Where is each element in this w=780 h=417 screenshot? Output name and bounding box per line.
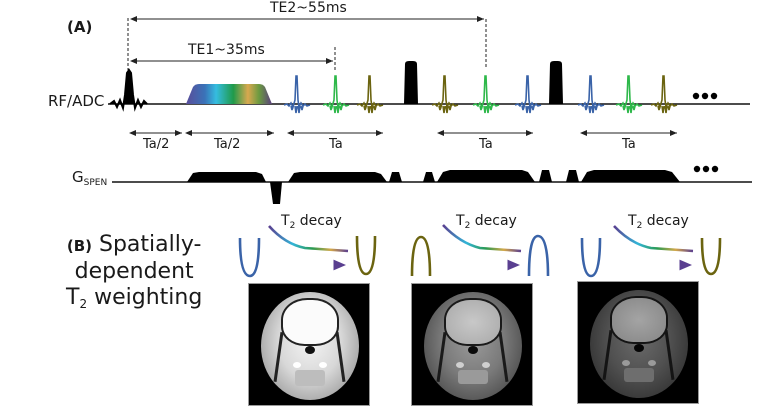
echo-blue-2 (514, 75, 542, 114)
gradient-crusher-4 (566, 170, 579, 182)
timing-label-ta-1: Ta (329, 137, 343, 152)
decay-group-2 (410, 224, 550, 277)
te2-label: TE2~55ms (270, 0, 347, 16)
timing-label-ta-2: Ta (479, 137, 493, 152)
refocusing-pulse-2 (549, 61, 563, 104)
te1-label: TE1~35ms (188, 42, 265, 58)
gradient-ellipsis (693, 165, 719, 173)
gradient-lobe-4 (581, 170, 680, 182)
profile-u-blue-icon (238, 237, 261, 278)
t2-decay-curve (268, 225, 349, 253)
t2-decay-label-2: T2 decay (456, 213, 517, 231)
decay-group-1 (238, 225, 377, 278)
gradient-lobe-3 (437, 170, 535, 182)
gradient-lobe-2 (288, 172, 387, 182)
profile-u-blue-icon (580, 237, 602, 278)
profile-cap-olive-icon (410, 235, 432, 277)
profile-u-olive-icon (700, 237, 722, 276)
echo-green-3 (615, 75, 643, 114)
mri-image-te1 (248, 283, 370, 406)
rf-ellipsis (692, 92, 718, 100)
panel-a-label: (A) (67, 18, 93, 36)
panel-b-title: (B) Spatially- dependent T2 weighting (66, 232, 203, 311)
t2-decay-curve (442, 224, 522, 253)
decay-group-3 (580, 225, 722, 278)
timing-label-ta-3: Ta (622, 137, 636, 152)
t2-decay-curve (613, 225, 694, 253)
echo-olive-1 (356, 75, 384, 114)
echo-blue-1 (283, 75, 311, 114)
timing-label-ta2-a: Ta/2 (143, 137, 170, 152)
g-spen-label: GSPEN (72, 168, 108, 188)
chirp-pulse (186, 84, 272, 104)
profile-cap-blue-icon (527, 234, 550, 277)
rf-adc-label: RF/ADC (48, 92, 105, 110)
t2-decay-label-1: T2 decay (281, 213, 342, 231)
echo-blue-3 (577, 75, 605, 114)
echo-green-1 (322, 75, 350, 114)
gradient-negative-lobe (270, 182, 282, 204)
refocusing-pulse-1 (404, 61, 418, 104)
mri-image-te2 (411, 283, 533, 406)
gradient-crusher-3 (539, 170, 552, 182)
gradient-crusher-2 (423, 172, 435, 182)
gradient-lobe-1 (187, 172, 266, 182)
echo-olive-2 (431, 75, 459, 114)
t2-decay-label-3: T2 decay (628, 213, 689, 231)
panel-b-label: (B) (66, 237, 92, 255)
excitation-pulse (109, 68, 148, 112)
echo-olive-3 (650, 75, 678, 114)
timing-label-ta2-b: Ta/2 (214, 137, 241, 152)
profile-u-olive-icon (355, 235, 377, 276)
echo-green-2 (472, 75, 500, 114)
mri-image-te3 (577, 281, 699, 404)
gradient-crusher-1 (389, 172, 402, 182)
